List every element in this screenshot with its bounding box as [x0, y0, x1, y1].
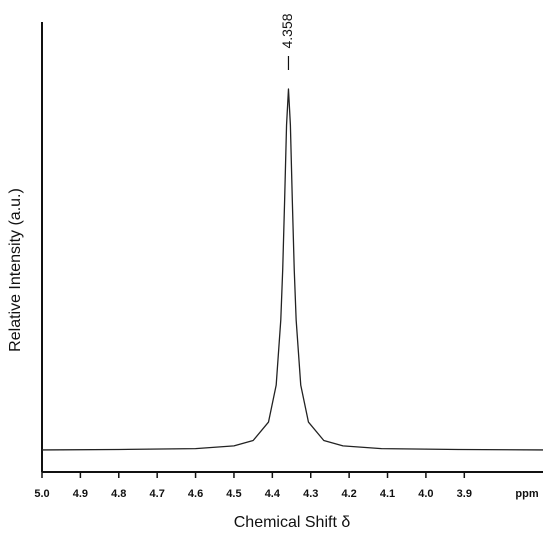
x-unit-label: ppm	[515, 488, 538, 500]
x-tick-label: 5.0	[34, 488, 49, 500]
x-tick-label: 4.3	[303, 488, 318, 500]
x-tick-label: 3.9	[457, 488, 472, 500]
peak-label: 4.358	[279, 13, 295, 48]
x-tick-label: 4.8	[111, 488, 126, 500]
x-tick-label: 4.2	[341, 488, 356, 500]
x-tick-label: 4.5	[226, 488, 241, 500]
x-tick-label: 4.0	[418, 488, 433, 500]
x-axis-title: Chemical Shift δ	[234, 514, 351, 531]
x-tick-label: 4.4	[265, 488, 281, 500]
y-axis-title: Relative Intensity (a.u.)	[7, 188, 24, 352]
x-tick-label: 4.9	[73, 488, 88, 500]
x-tick-label: 4.1	[380, 488, 395, 500]
x-tick-label: 4.6	[188, 488, 203, 500]
x-tick-label: 4.7	[150, 488, 165, 500]
spectrum-line	[41, 88, 544, 451]
